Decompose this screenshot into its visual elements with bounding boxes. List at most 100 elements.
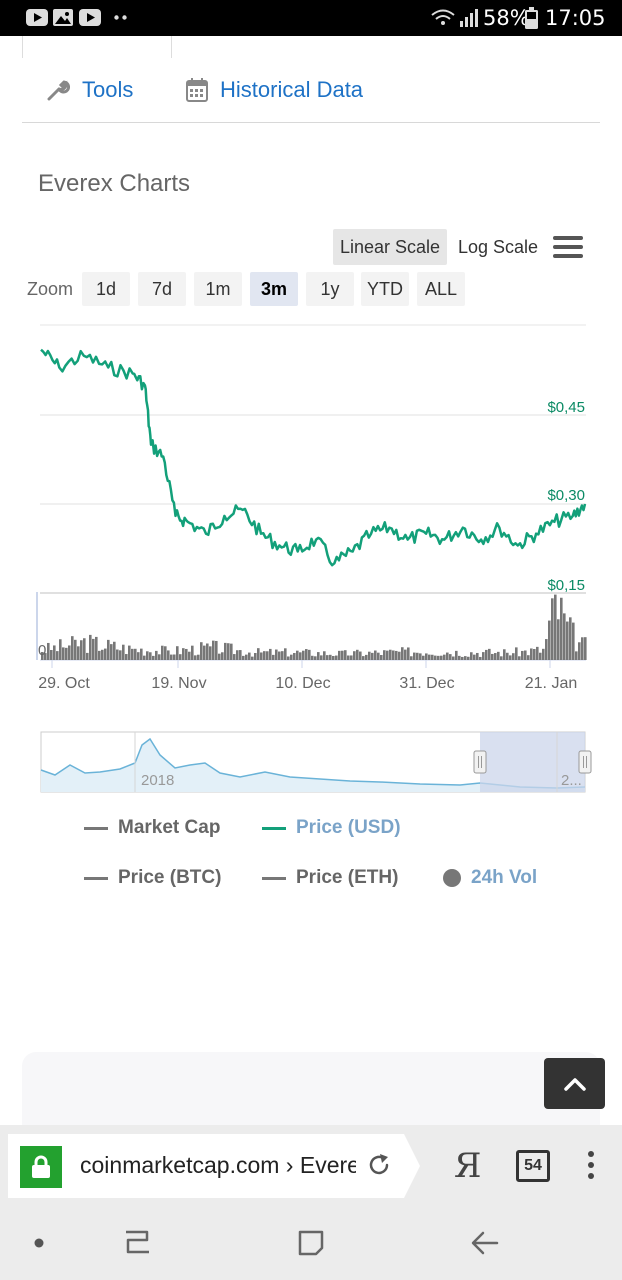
- volume-bar: [128, 645, 131, 660]
- volume-bar: [92, 638, 95, 660]
- volume-bar: [515, 647, 518, 660]
- volume-bar: [407, 647, 410, 660]
- volume-bar: [410, 656, 413, 660]
- url-text[interactable]: coinmarketcap.com › Everex: [80, 1152, 356, 1178]
- reload-icon[interactable]: [366, 1152, 392, 1178]
- price-line-series: [40, 348, 587, 567]
- linear-scale-button[interactable]: Linear Scale: [333, 229, 447, 265]
- gallery-icon: [53, 9, 73, 26]
- volume-bar: [584, 637, 587, 660]
- zoom-1m-button[interactable]: 1m: [194, 272, 242, 306]
- volume-bar: [371, 652, 374, 660]
- volume-bar: [563, 613, 566, 660]
- legend-label: Price (USD): [296, 817, 401, 838]
- volume-bar: [206, 643, 209, 660]
- tab-switcher-button[interactable]: 54: [516, 1150, 550, 1182]
- volume-bar: [77, 646, 80, 660]
- volume-bar: [356, 649, 359, 660]
- address-bar[interactable]: coinmarketcap.com › Everex: [8, 1134, 420, 1198]
- volume-bar: [254, 653, 257, 660]
- volume-bar: [572, 622, 575, 660]
- lock-icon[interactable]: [20, 1146, 62, 1188]
- yandex-icon[interactable]: Я: [454, 1146, 482, 1186]
- volume-bar: [53, 645, 56, 660]
- volume-bar: [560, 597, 563, 660]
- volume-bar: [293, 653, 296, 660]
- volume-bar: [251, 656, 254, 660]
- volume-bar: [86, 652, 89, 660]
- zoom-label: Zoom: [27, 279, 74, 299]
- volume-bar: [164, 646, 167, 660]
- legend-24h-vol[interactable]: 24h Vol: [443, 867, 537, 889]
- overflow-menu-icon[interactable]: [588, 1151, 596, 1184]
- volume-bar: [323, 651, 326, 660]
- volume-bar: [62, 647, 65, 660]
- volume-bar: [422, 655, 425, 660]
- chart-navigator[interactable]: 2018 2...: [0, 725, 622, 800]
- volume-bar: [230, 643, 233, 660]
- zoom-3m-button[interactable]: 3m: [250, 272, 298, 306]
- navigator-right-handle[interactable]: [578, 750, 592, 774]
- volume-bar: [236, 650, 239, 660]
- price-chart[interactable]: $0,45 $0,30 $0,15 0 29. Oct 19. Nov 10. …: [0, 318, 622, 698]
- volume-bar: [104, 648, 107, 660]
- recent-apps-icon[interactable]: [123, 1228, 151, 1256]
- volume-bar: [482, 652, 485, 660]
- volume-bar: [305, 649, 308, 660]
- volume-bar: [50, 649, 53, 660]
- back-to-top-button[interactable]: [544, 1058, 605, 1109]
- volume-bar: [455, 650, 458, 660]
- volume-bar: [257, 648, 260, 660]
- legend-price-btc[interactable]: Price (BTC): [84, 867, 221, 889]
- navigator-year-label-right: 2...: [561, 772, 582, 789]
- volume-bar: [389, 649, 392, 660]
- volume-bar: [161, 645, 164, 660]
- volume-bar: [185, 648, 188, 660]
- legend-marker: [262, 826, 286, 830]
- volume-bar: [47, 642, 50, 660]
- volume-bar: [506, 652, 509, 660]
- zoom-7d-button[interactable]: 7d: [138, 272, 186, 306]
- volume-bar: [473, 654, 476, 660]
- volume-bar: [278, 651, 281, 660]
- legend-market-cap[interactable]: Market Cap: [84, 817, 220, 839]
- navigator-selection[interactable]: [480, 732, 585, 792]
- volume-bar: [341, 650, 344, 660]
- home-icon[interactable]: [297, 1229, 325, 1257]
- legend-marker: [84, 876, 108, 880]
- battery-icon: [525, 7, 538, 29]
- zoom-1d-button[interactable]: 1d: [82, 272, 130, 306]
- volume-bar: [167, 650, 170, 660]
- volume-bar: [65, 647, 68, 660]
- volume-bar: [392, 650, 395, 660]
- volume-bar: [539, 652, 542, 660]
- volume-bar: [470, 652, 473, 660]
- navigator-left-handle[interactable]: [473, 750, 487, 774]
- volume-bar: [551, 598, 554, 660]
- volume-bar: [347, 655, 350, 660]
- zoom-all-button[interactable]: ALL: [417, 272, 465, 306]
- volume-bar: [428, 654, 431, 660]
- volume-bar: [461, 656, 464, 660]
- zoom-ytd-button[interactable]: YTD: [361, 272, 409, 306]
- volume-bar: [311, 655, 314, 660]
- historical-data-link[interactable]: Historical Data: [186, 74, 363, 106]
- volume-bar: [359, 651, 362, 660]
- volume-bar: [113, 641, 116, 660]
- volume-bar: [314, 656, 317, 660]
- nav-dot-icon[interactable]: [34, 1238, 44, 1248]
- volume-bar: [71, 636, 74, 660]
- legend-price-eth[interactable]: Price (ETH): [262, 867, 398, 889]
- volume-bar: [548, 620, 551, 660]
- back-icon[interactable]: [470, 1229, 500, 1257]
- tools-link[interactable]: Tools: [46, 74, 133, 106]
- log-scale-button[interactable]: Log Scale: [457, 236, 539, 257]
- chart-menu-icon[interactable]: [553, 236, 583, 260]
- tools-label: Tools: [82, 77, 134, 102]
- volume-bar: [554, 594, 557, 660]
- legend-price-usd[interactable]: Price (USD): [262, 817, 401, 839]
- zoom-1y-button[interactable]: 1y: [306, 272, 354, 306]
- volume-bar: [533, 649, 536, 660]
- volume-bar: [209, 646, 212, 660]
- volume-bar: [56, 651, 59, 660]
